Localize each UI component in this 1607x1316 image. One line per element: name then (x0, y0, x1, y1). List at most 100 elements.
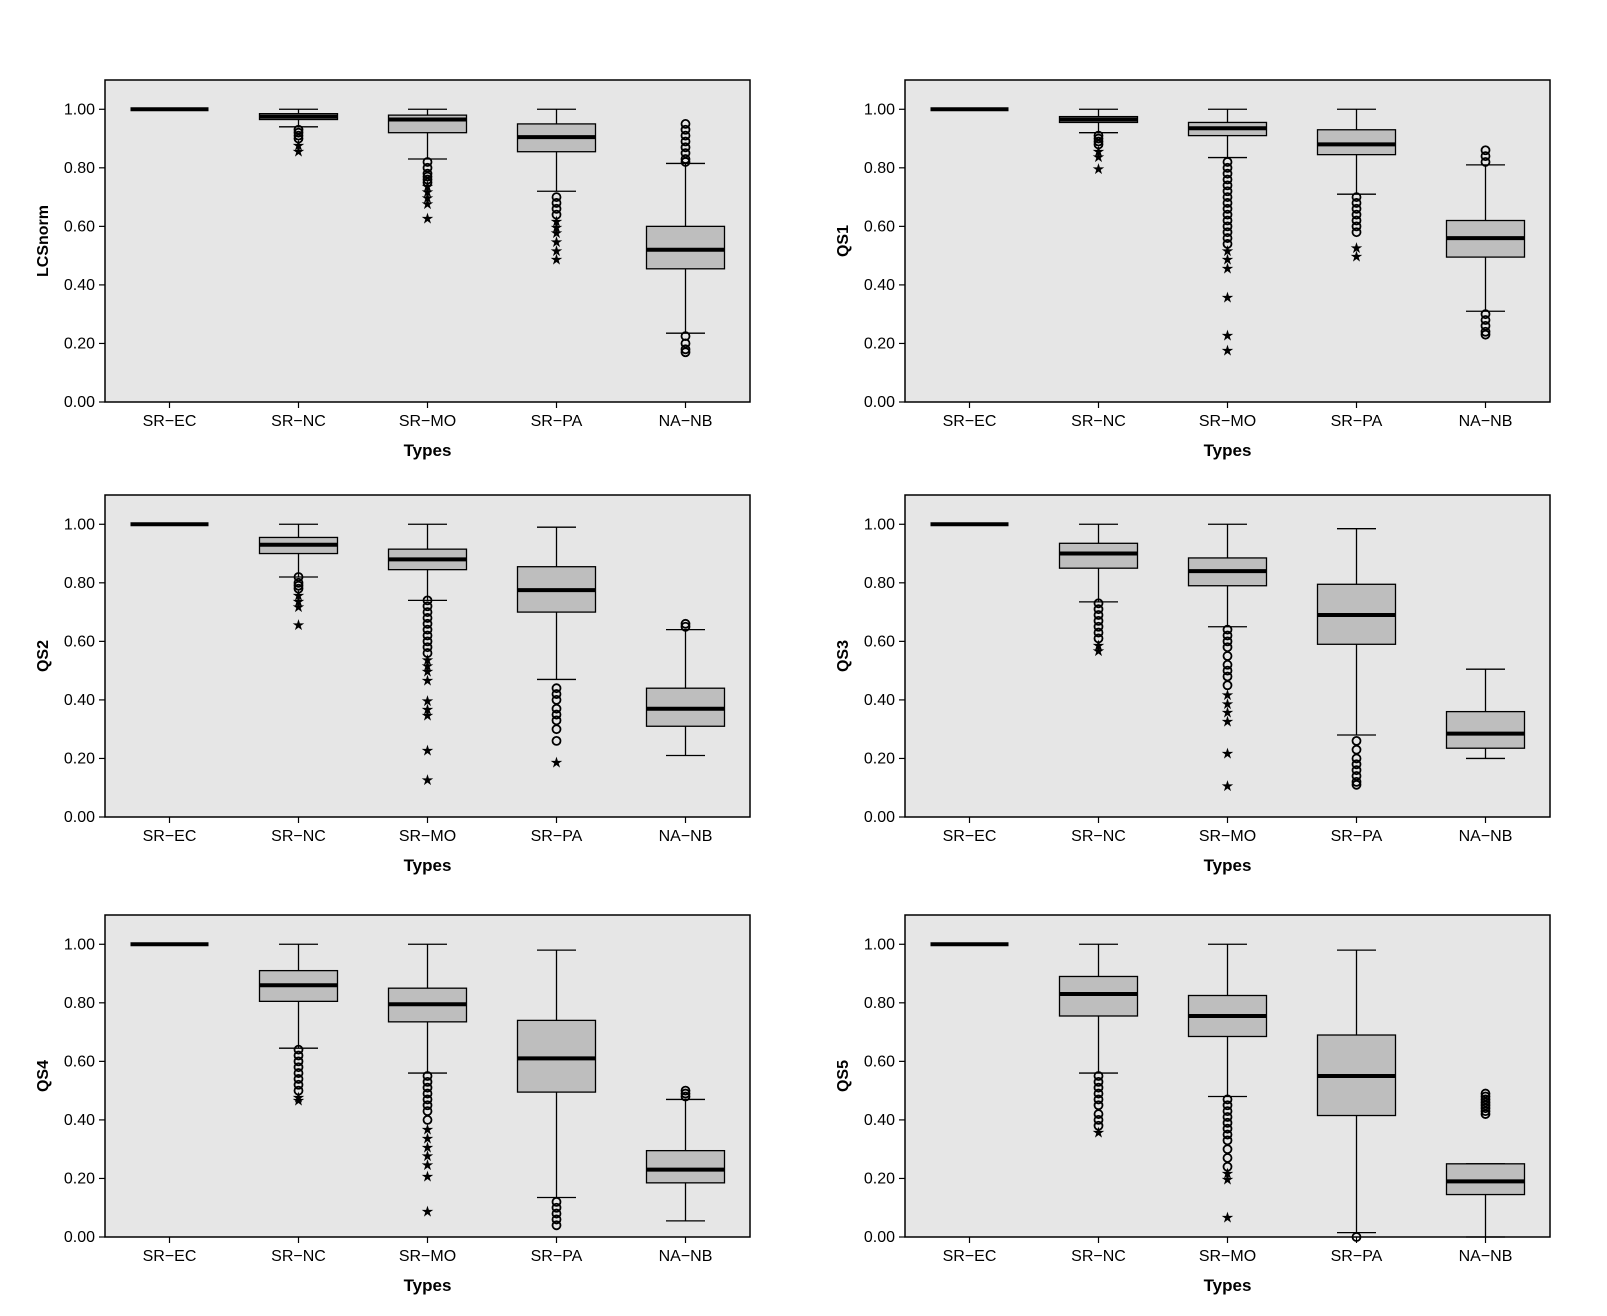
outlier-point (1351, 192, 1362, 202)
outlier-point (1222, 1117, 1233, 1128)
outlier-point (422, 636, 433, 647)
outlier-point (1222, 1100, 1233, 1111)
outlier-point (1093, 604, 1104, 615)
extreme-point: ★ (1221, 1165, 1234, 1183)
outlier-point (1093, 1109, 1104, 1119)
y-tick-label: 0.00 (864, 394, 895, 411)
extreme-point: ★ (421, 742, 434, 760)
outlier-point (1222, 192, 1233, 202)
extreme-point: ★ (1221, 251, 1234, 269)
outlier-point (1351, 765, 1362, 776)
outlier-point (1480, 309, 1491, 320)
outlier-point (422, 157, 433, 167)
outlier-point (551, 198, 562, 208)
category-label: SR−MO (399, 828, 456, 845)
box-srmo: ★★★★★★ (1187, 523, 1268, 795)
outlier-point (680, 1091, 691, 1102)
outlier-point (1093, 633, 1104, 644)
extreme-point: ★ (421, 771, 434, 789)
category-label: SR−NC (1071, 1248, 1126, 1265)
box-nanb (645, 618, 726, 757)
category-label: SR−NC (271, 1248, 326, 1265)
category-label: SR−PA (531, 1248, 583, 1265)
x-axis-title: Types (1204, 1276, 1252, 1295)
outlier-point (1351, 215, 1362, 226)
category-label: NA−NB (1459, 413, 1513, 430)
y-tick-label: 0.40 (864, 1112, 895, 1129)
outlier-point (293, 1050, 304, 1061)
extreme-point: ★ (421, 1147, 434, 1165)
outlier-point (1222, 239, 1233, 249)
category-label: NA−NB (1459, 1248, 1513, 1265)
y-tick-label: 1.00 (64, 936, 95, 953)
outlier-point (1480, 1106, 1491, 1117)
iqr-box (516, 1019, 597, 1093)
box-srnc: ★★ (258, 943, 339, 1109)
outlier-point (551, 1202, 562, 1213)
extreme-point: ★ (1221, 1170, 1234, 1188)
outlier-point (551, 735, 562, 746)
outlier-point (1222, 630, 1233, 641)
y-axis-title: LCSnorm (35, 205, 52, 277)
outlier-point (293, 1068, 304, 1078)
extreme-point: ★ (1092, 142, 1105, 160)
outlier-point (1222, 203, 1233, 214)
outlier-point (1093, 627, 1104, 638)
box-nanb (1445, 1088, 1526, 1238)
extreme-point: ★ (292, 587, 305, 605)
box-srmo: ★★★★★★★★★ (387, 523, 468, 789)
extreme-point: ★ (1221, 1209, 1234, 1227)
boxplot-panel-qs2: 0.00 0.20 0.40 0.60 0.80 1.00 SR−EC SR−NC SR−MO S… (35, 494, 751, 875)
category-label: SR−MO (1199, 413, 1256, 430)
outlier-point (1222, 215, 1233, 226)
box-srpa (1316, 949, 1397, 1242)
extreme-point: ★ (1221, 327, 1234, 345)
outlier-point (1222, 198, 1233, 208)
outlier-point (680, 136, 691, 147)
extreme-point: ★ (1221, 745, 1234, 763)
box-srpa (1316, 528, 1397, 790)
iqr-box (1316, 129, 1397, 156)
y-tick-label: 1.00 (864, 936, 895, 953)
outlier-point (422, 1100, 433, 1111)
outlier-point (680, 119, 691, 129)
category-label: SR−EC (143, 413, 197, 430)
category-label: SR−PA (531, 413, 583, 430)
y-tick-label: 1.00 (864, 101, 895, 118)
category-label: SR−EC (143, 828, 197, 845)
outlier-point (551, 1214, 562, 1225)
box-srnc: ★★ (1058, 523, 1139, 660)
box-srpa (516, 949, 597, 1231)
y-tick-label: 0.80 (864, 160, 895, 177)
outlier-point (1222, 1112, 1233, 1122)
y-tick-label: 1.00 (64, 101, 95, 118)
outlier-point (1093, 1088, 1104, 1099)
box-srpa: ★ (516, 526, 597, 771)
outlier-point (551, 709, 562, 720)
outlier-point (422, 1088, 433, 1099)
extreme-point: ★ (421, 663, 434, 681)
outlier-point (1093, 621, 1104, 632)
category-label: SR−MO (1199, 1248, 1256, 1265)
y-axis-title: QS5 (835, 1060, 852, 1092)
outlier-point (1222, 636, 1233, 647)
extreme-point: ★ (421, 651, 434, 669)
iqr-box (1445, 1163, 1526, 1196)
category-label: SR−PA (1331, 1248, 1383, 1265)
outlier-point (551, 703, 562, 714)
outlier-point (1222, 1094, 1233, 1105)
y-tick-label: 0.00 (864, 809, 895, 826)
outlier-point (680, 130, 691, 141)
outlier-point (551, 724, 562, 735)
extreme-point: ★ (421, 189, 434, 207)
category-label: SR−MO (399, 1248, 456, 1265)
extreme-point: ★ (1092, 636, 1105, 654)
y-tick-label: 1.00 (864, 516, 895, 533)
extreme-point: ★ (421, 1121, 434, 1139)
category-label: SR−NC (1071, 828, 1126, 845)
box-srmo: ★★★★★★ (1187, 108, 1268, 359)
outlier-point (1093, 615, 1104, 626)
box-srmo: ★★★★★ (387, 108, 468, 228)
extreme-point: ★ (421, 1129, 434, 1147)
